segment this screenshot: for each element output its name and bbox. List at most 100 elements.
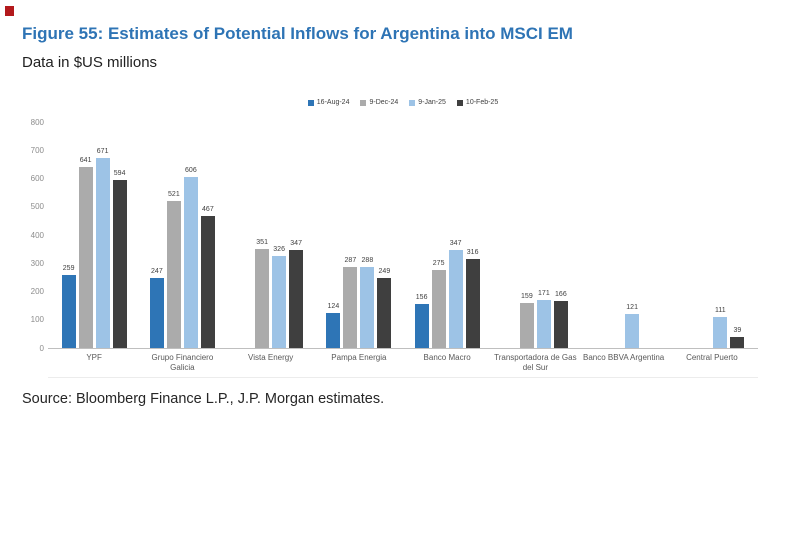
legend-label: 9-Dec-24	[369, 99, 399, 106]
bar-value-label: 467	[202, 206, 214, 214]
bar	[448, 249, 463, 348]
legend-swatch-icon	[456, 99, 463, 106]
legend-label: 16-Aug-24	[316, 99, 350, 106]
x-axis-line	[48, 348, 758, 349]
y-axis-tick-label: 0	[39, 343, 44, 353]
bar-value-label: 326	[273, 245, 285, 253]
bar-value-label: 288	[361, 256, 374, 264]
bar	[326, 312, 341, 348]
bar	[536, 299, 551, 348]
bar-slot: 521	[165, 122, 182, 348]
bar-value-label: 247	[151, 268, 163, 276]
bar-slot	[695, 122, 712, 348]
x-axis-category-label: Pampa Energia	[331, 353, 387, 362]
bar	[200, 216, 215, 348]
bar-slot: 467	[199, 122, 216, 348]
bar-group: 351 326 347	[227, 122, 315, 348]
bar-value-label: 159	[521, 293, 533, 301]
chart-bottom-border	[48, 377, 758, 378]
bar-value-label: 641	[79, 156, 92, 164]
source-note: Source: Bloomberg Finance L.P., J.P. Mor…	[22, 391, 385, 407]
legend-swatch-icon	[360, 99, 367, 106]
x-axis-labels: YPF Grupo Financiero Galicia Vista Energy P…	[50, 353, 756, 373]
bar-value-label: 166	[555, 291, 567, 299]
x-axis-category-label: Banco BBVA Argentina	[583, 353, 665, 362]
x-axis-category-label: Central Puerto	[686, 353, 738, 362]
bar-slot: 121	[624, 122, 641, 348]
bar	[713, 316, 728, 348]
bar-group: 111 39	[668, 122, 756, 348]
bar-slot: 171	[535, 122, 552, 348]
bar-value-label: 275	[432, 260, 445, 268]
bar	[465, 258, 480, 348]
bar-slot: 166	[552, 122, 569, 348]
bar	[272, 255, 287, 348]
bar-value-label: 671	[96, 148, 109, 156]
bar-slot	[607, 122, 624, 348]
bar-slot	[501, 122, 518, 348]
legend-item: 10-Feb-25	[456, 99, 498, 106]
bar	[730, 336, 745, 348]
bar-group: 156 275 347 316	[403, 122, 491, 348]
bar-group: 124 287 288 249	[315, 122, 403, 348]
bar	[61, 274, 76, 348]
bar-value-label: 156	[415, 293, 428, 301]
bar-slot: 326	[271, 122, 288, 348]
legend-swatch-icon	[307, 99, 314, 106]
bar-value-label: 521	[168, 190, 180, 198]
bar	[377, 277, 392, 348]
bar-value-label: 594	[113, 170, 126, 178]
bar-slot: 111	[712, 122, 729, 348]
bar-slot: 606	[182, 122, 199, 348]
y-axis-tick-label: 800	[30, 117, 44, 127]
bar	[625, 313, 640, 348]
bar-value-label: 259	[62, 264, 75, 272]
y-axis-tick-label: 400	[30, 230, 44, 240]
legend-item: 9-Dec-24	[360, 99, 398, 106]
bar-slot: 316	[464, 122, 481, 348]
bar-value-label: 249	[378, 267, 391, 275]
x-axis-category-label: YPF	[86, 353, 102, 362]
bar-slot: 287	[342, 122, 359, 348]
bar-value-label: 351	[256, 238, 268, 246]
bar	[78, 166, 93, 348]
bar-slot: 347	[447, 122, 464, 348]
bar-value-label: 347	[449, 239, 462, 247]
bar	[149, 278, 164, 348]
bar-slot	[641, 122, 658, 348]
bar-value-label: 347	[290, 239, 302, 247]
x-axis-category-label: Grupo Financiero Galicia	[151, 353, 214, 372]
bar-slot: 671	[94, 122, 111, 348]
chart-plot-area: 259 641 671 594 247 521 606 467 351 326 347 124 287 2…	[50, 122, 756, 348]
bar-group: 121	[580, 122, 668, 348]
legend-item: 9-Jan-25	[409, 99, 446, 106]
x-axis-category-label: Transportadora de Gas del Sur	[494, 353, 577, 372]
legend-item: 16-Aug-24	[307, 99, 350, 106]
legend-label: 9-Jan-25	[418, 99, 446, 106]
bar-slot: 124	[325, 122, 342, 348]
y-axis-tick-label: 700	[30, 145, 44, 155]
bar-group: 159 171 166	[491, 122, 579, 348]
bar	[519, 303, 534, 348]
bar	[414, 303, 429, 348]
legend-swatch-icon	[409, 99, 416, 106]
bar	[553, 301, 568, 348]
bar-slot	[590, 122, 607, 348]
bar-slot: 594	[111, 122, 128, 348]
bar-value-label: 316	[466, 248, 479, 256]
bar	[360, 266, 375, 348]
x-axis-category-label: Banco Macro	[423, 353, 471, 362]
bar-slot: 249	[376, 122, 393, 348]
bar-slot: 641	[77, 122, 94, 348]
bar	[431, 270, 446, 348]
bar-slot: 351	[254, 122, 271, 348]
bar-slot: 247	[148, 122, 165, 348]
bar	[289, 249, 304, 348]
bar-value-label: 111	[715, 306, 726, 314]
bar-value-label: 606	[185, 166, 197, 174]
bar-slot: 275	[430, 122, 447, 348]
y-axis-tick-label: 600	[30, 174, 44, 183]
bar-slot: 159	[518, 122, 535, 348]
figure-title: Figure 55: Estimates of Potential Inflow…	[22, 24, 573, 43]
